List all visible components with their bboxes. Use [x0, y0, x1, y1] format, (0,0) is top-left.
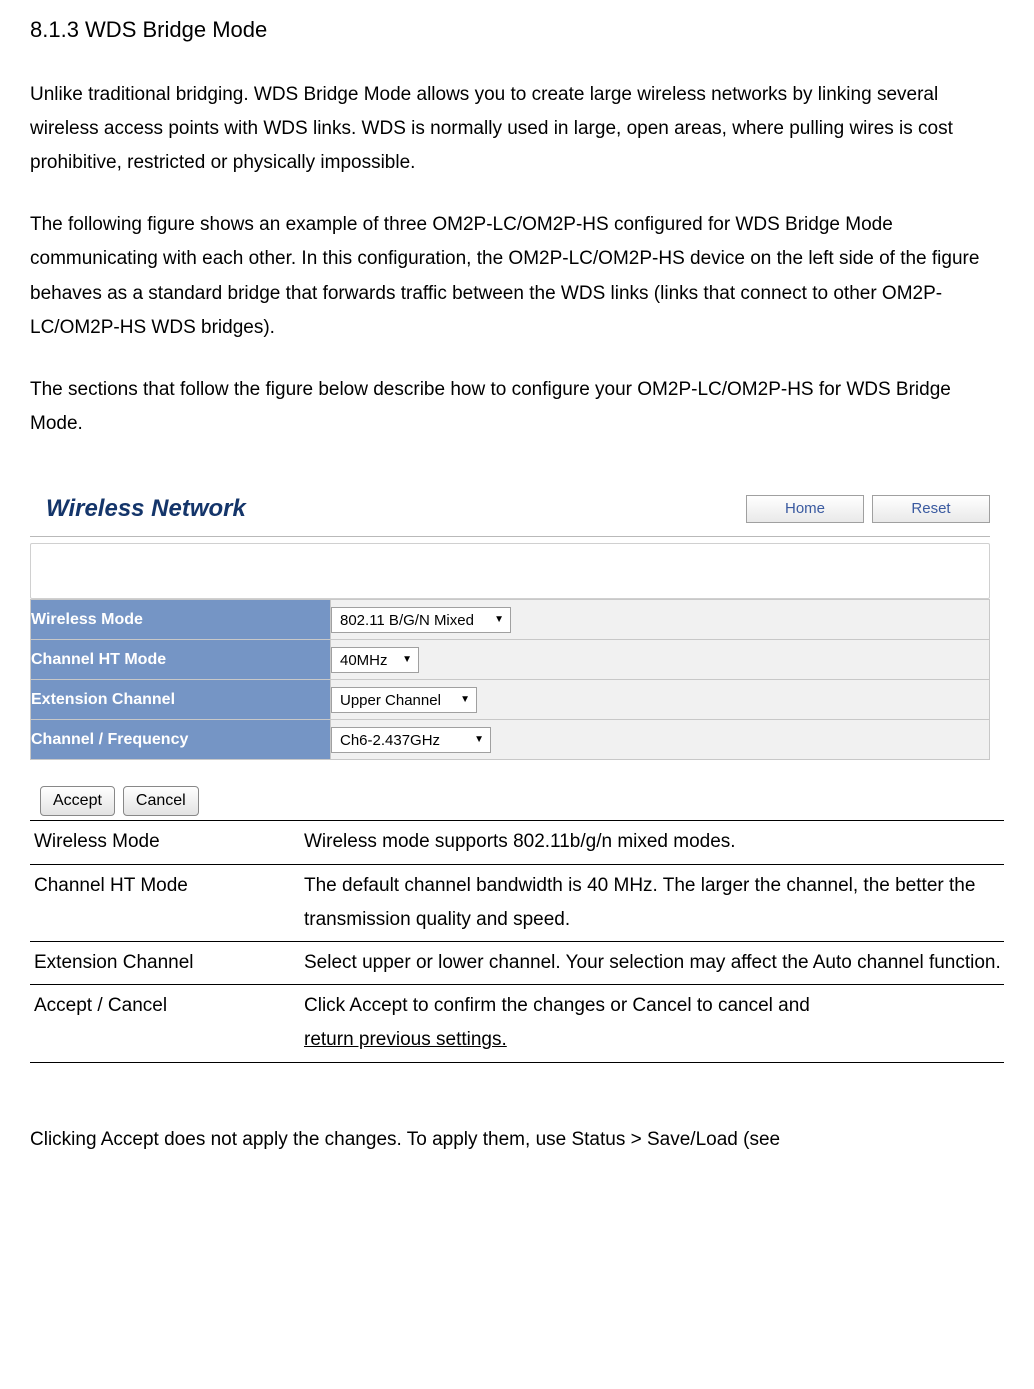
wireless-mode-value: 802.11 B/G/N Mixed: [340, 607, 474, 634]
channel-frequency-cell: Ch6-2.437GHz ▼: [331, 720, 990, 760]
channel-ht-cell: 40MHz ▼: [331, 640, 990, 680]
settings-table: Wireless Mode 802.11 B/G/N Mixed ▼ Chann…: [30, 599, 990, 760]
accept-button[interactable]: Accept: [40, 786, 115, 816]
cancel-button[interactable]: Cancel: [123, 786, 199, 816]
extension-channel-select[interactable]: Upper Channel ▼: [331, 687, 477, 713]
channel-frequency-label: Channel / Frequency: [31, 720, 331, 760]
channel-ht-value: 40MHz: [340, 647, 388, 674]
intro-paragraph-3: The sections that follow the figure belo…: [30, 373, 1004, 441]
wireless-network-panel: Wireless Network Home Reset Wireless Mod…: [30, 481, 990, 816]
desc-row-channel-ht: Channel HT Mode The default channel band…: [30, 864, 1004, 941]
intro-paragraph-1: Unlike traditional bridging. WDS Bridge …: [30, 78, 1004, 181]
channel-ht-select[interactable]: 40MHz ▼: [331, 647, 419, 673]
desc-accept-cancel-line1: Click Accept to confirm the changes or C…: [304, 995, 810, 1016]
chevron-down-icon: ▼: [402, 651, 412, 669]
desc-wireless-mode-label: Wireless Mode: [30, 821, 300, 864]
row-channel-ht: Channel HT Mode 40MHz ▼: [31, 640, 990, 680]
panel-spacer: [30, 543, 990, 599]
reset-button[interactable]: Reset: [872, 495, 990, 523]
channel-frequency-select[interactable]: Ch6-2.437GHz ▼: [331, 727, 491, 753]
wireless-mode-select[interactable]: 802.11 B/G/N Mixed ▼: [331, 607, 511, 633]
desc-accept-cancel-text: Click Accept to confirm the changes or C…: [300, 985, 1004, 1062]
desc-channel-ht-label: Channel HT Mode: [30, 864, 300, 941]
channel-frequency-value: Ch6-2.437GHz: [340, 727, 440, 754]
row-channel-frequency: Channel / Frequency Ch6-2.437GHz ▼: [31, 720, 990, 760]
chevron-down-icon: ▼: [494, 611, 504, 629]
desc-wireless-mode-text: Wireless mode supports 802.11b/g/n mixed…: [300, 821, 1004, 864]
wireless-mode-label: Wireless Mode: [31, 600, 331, 640]
action-buttons: Accept Cancel: [30, 786, 990, 816]
chevron-down-icon: ▼: [460, 691, 470, 709]
intro-paragraph-2: The following figure shows an example of…: [30, 208, 1004, 345]
channel-ht-label: Channel HT Mode: [31, 640, 331, 680]
extension-channel-value: Upper Channel: [340, 687, 441, 714]
extension-channel-cell: Upper Channel ▼: [331, 680, 990, 720]
extension-channel-label: Extension Channel: [31, 680, 331, 720]
row-wireless-mode: Wireless Mode 802.11 B/G/N Mixed ▼: [31, 600, 990, 640]
home-button[interactable]: Home: [746, 495, 864, 523]
description-table: Wireless Mode Wireless mode supports 802…: [30, 820, 1004, 1062]
desc-extension-channel-text: Select upper or lower channel. Your sele…: [300, 942, 1004, 985]
panel-header-buttons: Home Reset: [746, 495, 990, 523]
section-heading: 8.1.3 WDS Bridge Mode: [30, 10, 1004, 50]
desc-row-accept-cancel: Accept / Cancel Click Accept to confirm …: [30, 985, 1004, 1062]
desc-accept-cancel-label: Accept / Cancel: [30, 985, 300, 1062]
row-extension-channel: Extension Channel Upper Channel ▼: [31, 680, 990, 720]
panel-title: Wireless Network: [46, 487, 246, 530]
footer-note: Clicking Accept does not apply the chang…: [30, 1123, 1004, 1157]
desc-row-wireless-mode: Wireless Mode Wireless mode supports 802…: [30, 821, 1004, 864]
chevron-down-icon: ▼: [474, 731, 484, 749]
desc-row-extension-channel: Extension Channel Select upper or lower …: [30, 942, 1004, 985]
wireless-mode-cell: 802.11 B/G/N Mixed ▼: [331, 600, 990, 640]
desc-accept-cancel-line2: return previous settings.: [304, 1029, 507, 1050]
desc-extension-channel-label: Extension Channel: [30, 942, 300, 985]
desc-channel-ht-text: The default channel bandwidth is 40 MHz.…: [300, 864, 1004, 941]
panel-header: Wireless Network Home Reset: [30, 481, 990, 537]
